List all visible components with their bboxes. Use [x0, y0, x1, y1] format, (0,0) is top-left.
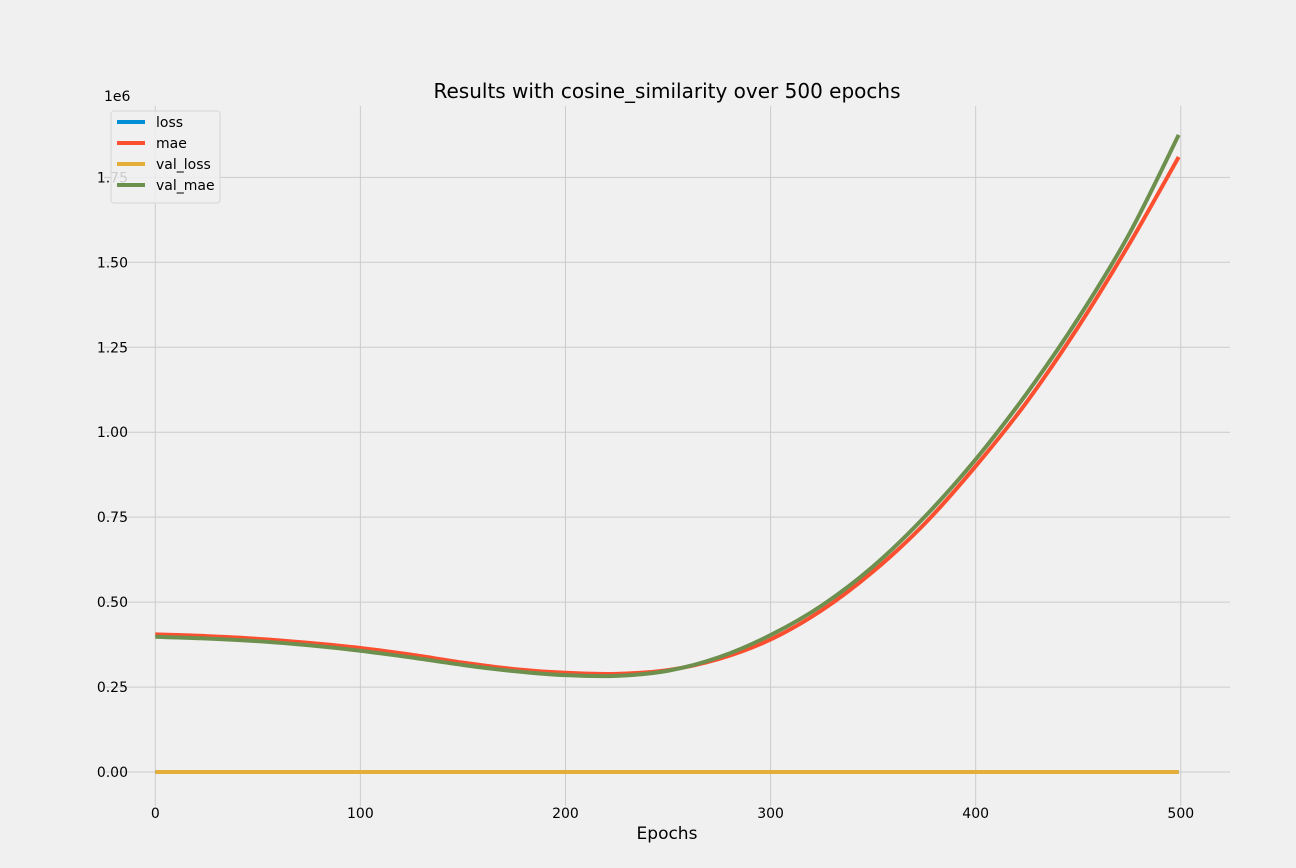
legend-label-val-loss: val_loss — [156, 157, 211, 173]
legend: loss mae val_loss val_mae — [110, 110, 221, 204]
y-tick-label: 0.00 — [97, 765, 128, 781]
y-offset-label: 1e6 — [104, 89, 131, 105]
axes: Results with cosine_similarity over 500 … — [97, 79, 1194, 844]
y-tick-label: 0.75 — [97, 510, 128, 526]
grid — [104, 106, 1230, 806]
x-axis-label: Epochs — [637, 824, 698, 844]
x-tick-label: 400 — [962, 806, 989, 822]
x-tick-label: 500 — [1167, 806, 1194, 822]
x-tick-label: 300 — [757, 806, 784, 822]
x-tick-label: 0 — [151, 806, 160, 822]
y-tick-label: 1.25 — [97, 340, 128, 356]
y-tick-label: 1.00 — [97, 425, 128, 441]
x-tick-label: 200 — [552, 806, 579, 822]
legend-label-mae: mae — [156, 136, 187, 152]
series-line-mae — [155, 155, 1181, 676]
x-tick-label: 100 — [347, 806, 374, 822]
chart-title: Results with cosine_similarity over 500 … — [433, 79, 900, 103]
y-tick-label: 0.25 — [97, 680, 128, 696]
legend-label-loss: loss — [156, 115, 183, 131]
y-tick-label: 0.50 — [97, 595, 128, 611]
legend-box — [110, 110, 221, 204]
y-tick-label: 1.50 — [97, 255, 128, 271]
legend-label-val-mae: val_mae — [156, 178, 215, 194]
plot-area — [155, 133, 1181, 775]
series-line-val-mae — [155, 133, 1181, 679]
